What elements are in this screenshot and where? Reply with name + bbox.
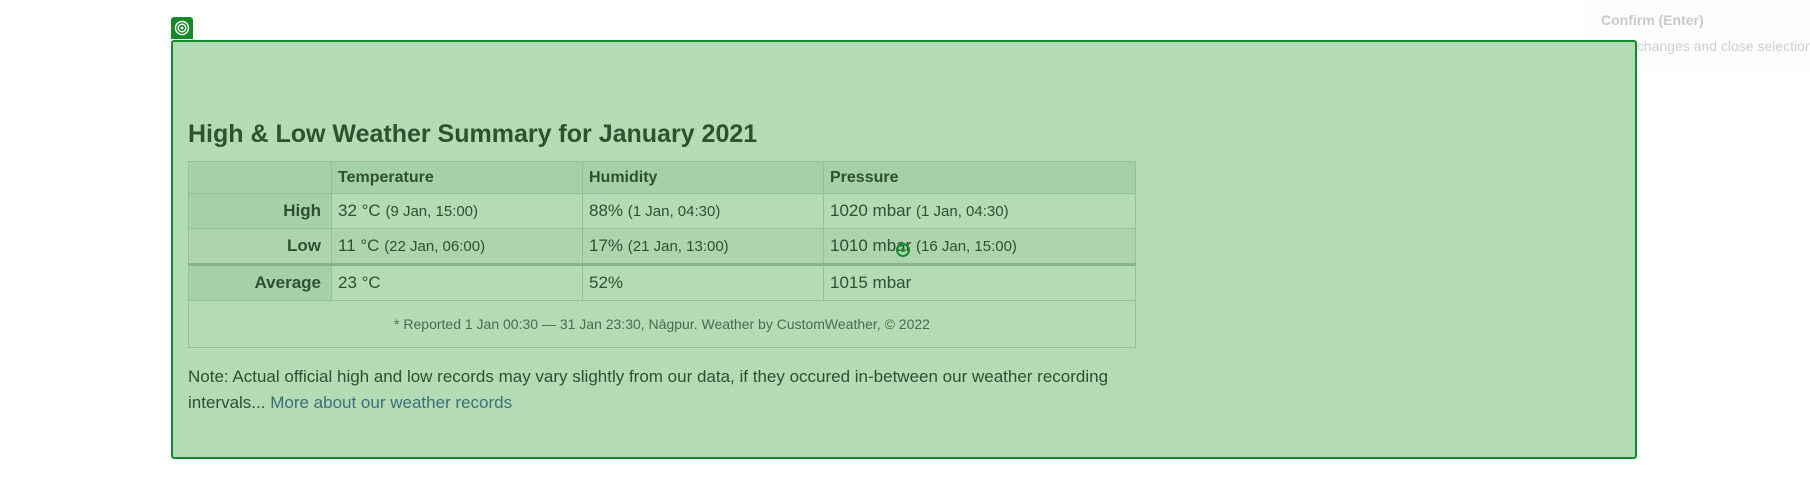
row-label: High: [188, 193, 332, 229]
table-row-low: Low 11 °C (22 Jan, 06:00) 17% (21 Jan, 1…: [188, 228, 1136, 265]
target-icon: [174, 20, 190, 36]
selection-overlay[interactable]: High & Low Weather Summary for January 2…: [171, 40, 1637, 459]
records-note: Note: Actual official high and low recor…: [188, 364, 1138, 416]
column-header-pressure: Pressure: [823, 161, 1136, 194]
row-label: Average: [188, 263, 332, 301]
table-footer-row: * Reported 1 Jan 00:30 — 31 Jan 23:30, N…: [188, 300, 1136, 348]
weather-records-link[interactable]: More about our weather records: [270, 393, 513, 412]
tooltip-description: Save changes and close selection: [1601, 38, 1810, 54]
row-label: Low: [188, 228, 332, 265]
pressure-cell: 1020 mbar (1 Jan, 04:30): [823, 193, 1136, 229]
selection-handle[interactable]: [171, 17, 193, 39]
temperature-value: 11 °C: [338, 236, 380, 255]
pressure-time: (1 Jan, 04:30): [916, 203, 1009, 220]
humidity-time: (1 Jan, 04:30): [627, 203, 721, 220]
humidity-time: (21 Jan, 13:00): [627, 238, 729, 255]
summary-title: High & Low Weather Summary for January 2…: [188, 120, 758, 148]
temperature-cell: 11 °C (22 Jan, 06:00): [331, 228, 583, 265]
temperature-cell: 23 °C: [331, 263, 583, 301]
table-row-high: High 32 °C (9 Jan, 15:00) 88% (1 Jan, 04…: [188, 193, 1136, 229]
pressure-time: (16 Jan, 15:00): [916, 238, 1017, 255]
temperature-time: (9 Jan, 15:00): [385, 203, 479, 220]
weather-summary: High & Low Weather Summary for January 2…: [188, 120, 1138, 416]
table-header-row: Temperature Humidity Pressure: [188, 161, 1136, 194]
humidity-value: 88%: [589, 201, 624, 220]
temperature-value: 32 °C: [338, 201, 381, 220]
humidity-cell: 52%: [582, 263, 824, 301]
humidity-value: 17%: [589, 236, 624, 255]
temperature-cell: 32 °C (9 Jan, 15:00): [331, 193, 583, 229]
humidity-cell: 88% (1 Jan, 04:30): [582, 193, 824, 229]
temperature-time: (22 Jan, 06:00): [384, 238, 486, 255]
weather-table: Temperature Humidity Pressure High 32 °C…: [188, 161, 1136, 348]
pressure-value: 1020 mbar: [830, 201, 912, 220]
note-text: Note: Actual official high and low recor…: [188, 367, 1109, 412]
table-footnote: * Reported 1 Jan 00:30 — 31 Jan 23:30, N…: [188, 300, 1136, 348]
pressure-cell: 1010 mbar (16 Jan, 15:00): [823, 228, 1136, 265]
pressure-cell: 1015 mbar: [823, 263, 1136, 301]
header-corner: [188, 161, 332, 194]
crosshair-cursor-icon: [896, 243, 910, 257]
pressure-value: 1010 mbar: [830, 236, 912, 255]
column-header-temperature: Temperature: [331, 161, 583, 194]
column-header-humidity: Humidity: [582, 161, 824, 194]
table-row-average: Average 23 °C 52% 1015 mbar: [188, 263, 1136, 301]
humidity-cell: 17% (21 Jan, 13:00): [582, 228, 824, 265]
tooltip-title: Confirm (Enter): [1601, 12, 1704, 28]
